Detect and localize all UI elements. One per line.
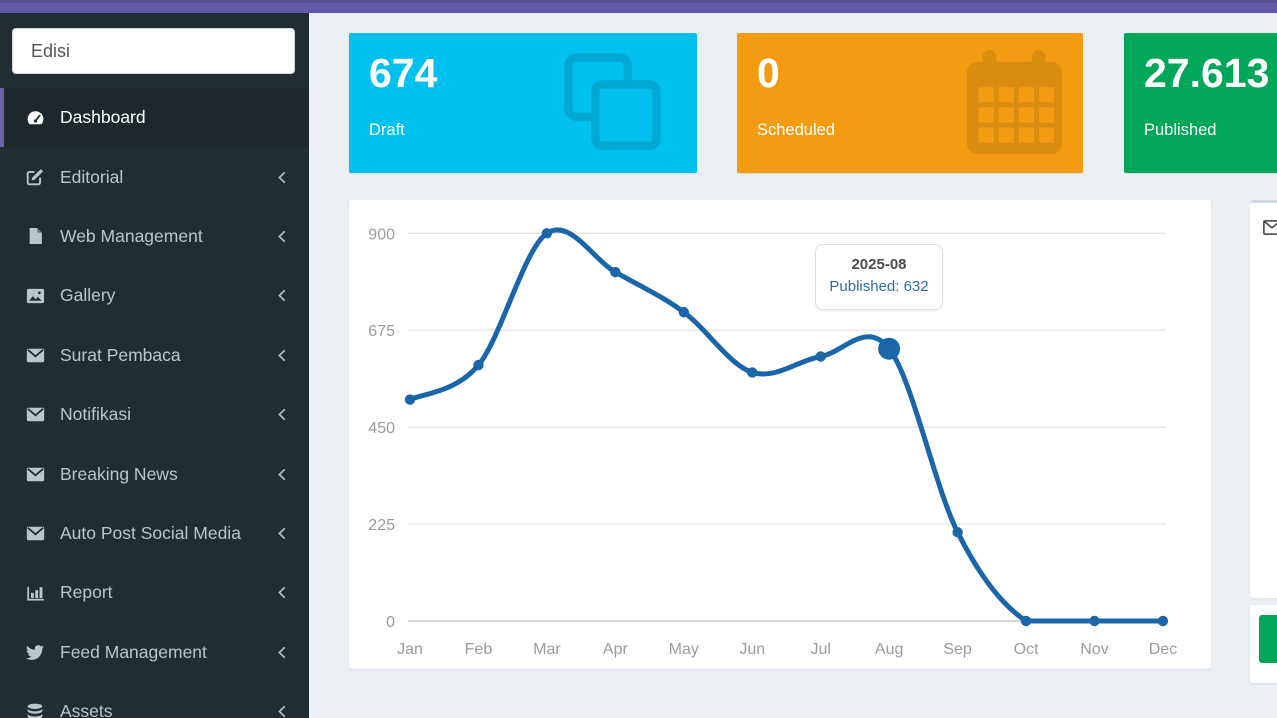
- sidebar-item-label: Auto Post Social Media: [60, 522, 241, 543]
- file-icon: [22, 227, 48, 245]
- sidebar-item-assets[interactable]: Assets: [0, 682, 309, 718]
- x-axis-tick: Oct: [1014, 641, 1039, 658]
- sidebar-item-label: Editorial: [60, 166, 124, 187]
- data-point[interactable]: [541, 228, 553, 239]
- envelope-icon: [22, 526, 48, 541]
- sidebar-item-label: Report: [60, 582, 113, 603]
- envelope-icon: [22, 407, 48, 422]
- green-action-button[interactable]: [1259, 615, 1277, 663]
- sidebar-item-label: Web Management: [60, 225, 203, 246]
- sidebar-item-editorial[interactable]: Editorial: [0, 147, 309, 206]
- database-icon: [22, 703, 48, 718]
- x-axis-tick: May: [669, 641, 699, 658]
- x-axis-tick: Jan: [397, 641, 423, 658]
- sidebar-menu: Dashboard Editorial Web Management Gallery S…: [0, 88, 309, 718]
- data-point[interactable]: [815, 351, 826, 362]
- sidebar-item-label: Surat Pembaca: [60, 344, 181, 365]
- chevron-left-icon: [275, 704, 289, 718]
- sidebar-item-surat-pembaca[interactable]: Surat Pembaca: [0, 326, 309, 385]
- data-point[interactable]: [404, 394, 416, 405]
- y-axis-tick: 675: [368, 323, 395, 340]
- x-axis-tick: Apr: [603, 641, 629, 658]
- chevron-left-icon: [275, 170, 289, 185]
- sidebar-item-breaking-news[interactable]: Breaking News: [0, 444, 309, 503]
- published-label: Published: [1144, 121, 1217, 139]
- image-icon: [22, 288, 48, 304]
- published-count: 27.613: [1144, 50, 1270, 96]
- sidebar-item-gallery[interactable]: Gallery: [0, 266, 309, 325]
- sidebar-item-label: Feed Management: [60, 641, 207, 662]
- chevron-left-icon: [275, 467, 289, 482]
- chart-tooltip-value: Published: 632: [829, 278, 929, 295]
- twitter-icon: [22, 644, 48, 660]
- data-point[interactable]: [1089, 615, 1100, 627]
- x-axis-tick: Dec: [1149, 641, 1177, 658]
- data-point[interactable]: [1157, 615, 1169, 627]
- sidebar-item-web-management[interactable]: Web Management: [0, 207, 309, 266]
- x-axis-tick: Mar: [533, 641, 561, 658]
- x-axis-tick: Jun: [739, 641, 765, 658]
- chevron-left-icon: [275, 288, 289, 303]
- sidebar-item-feed-management[interactable]: Feed Management: [0, 623, 309, 682]
- data-point[interactable]: [473, 359, 484, 371]
- chevron-left-icon: [275, 407, 289, 422]
- scheduled-count: 0: [757, 50, 780, 96]
- info-box-draft[interactable]: 674 Draft: [349, 33, 697, 173]
- x-axis-tick: Aug: [875, 641, 903, 658]
- envelope-outline-icon: [1263, 220, 1277, 235]
- chevron-left-icon: [275, 585, 289, 600]
- x-axis-tick: Jul: [810, 641, 830, 658]
- x-axis-tick: Nov: [1080, 641, 1108, 658]
- sidebar-item-auto-post-social-media[interactable]: Auto Post Social Media: [0, 504, 309, 563]
- right-bottom-panel: [1250, 605, 1277, 683]
- data-point[interactable]: [952, 527, 963, 538]
- line-chart: 0 225 450 675 900 Jan Feb Mar Apr May Jun Jul Aug Sep…: [368, 226, 1177, 658]
- envelope-icon: [22, 467, 48, 482]
- sidebar-item-dashboard[interactable]: Dashboard: [0, 88, 309, 148]
- draft-label: Draft: [369, 121, 405, 139]
- sidebar-item-label: Notifikasi: [60, 404, 131, 425]
- published-line-chart-panel: 0 225 450 675 900 Jan Feb Mar Apr May Jun Jul Aug Sep…: [349, 200, 1211, 669]
- sidebar-item-label: Assets: [60, 701, 113, 718]
- calendar-icon: [962, 46, 1068, 159]
- chevron-left-icon: [275, 526, 289, 541]
- copy-icon: [561, 47, 663, 159]
- y-axis-tick: 450: [368, 420, 395, 437]
- sidebar-item-notifikasi[interactable]: Notifikasi: [0, 385, 309, 444]
- chart-tooltip: 2025-08 Published: 632: [815, 244, 943, 310]
- x-axis-tick: Sep: [943, 641, 972, 658]
- sidebar-search-input[interactable]: [12, 28, 295, 74]
- data-point-highlighted[interactable]: [878, 337, 901, 360]
- sidebar-item-report[interactable]: Report: [0, 563, 309, 622]
- y-axis-tick: 900: [368, 226, 395, 243]
- info-box-published[interactable]: 27.613 Published: [1124, 33, 1277, 173]
- y-axis-tick: 0: [386, 614, 395, 631]
- sidebar-item-label: Breaking News: [60, 463, 178, 484]
- x-axis-tick: Feb: [465, 641, 493, 658]
- data-point[interactable]: [678, 306, 689, 318]
- draft-count: 674: [369, 50, 438, 96]
- sidebar: Dashboard Editorial Web Management Gallery S…: [0, 13, 309, 718]
- edit-icon: [22, 168, 48, 186]
- chevron-left-icon: [275, 348, 289, 363]
- right-panel: [1250, 200, 1277, 598]
- sidebar-item-label: Gallery: [60, 285, 116, 306]
- data-point[interactable]: [1020, 615, 1032, 627]
- bar-chart-icon: [22, 584, 48, 601]
- scheduled-label: Scheduled: [757, 121, 835, 139]
- info-box-scheduled[interactable]: 0 Scheduled: [737, 33, 1083, 173]
- chevron-left-icon: [275, 229, 289, 244]
- data-point[interactable]: [747, 367, 758, 378]
- envelope-icon: [22, 348, 48, 363]
- sidebar-item-label: Dashboard: [60, 107, 146, 128]
- chevron-left-icon: [275, 645, 289, 660]
- top-navbar: [0, 0, 1277, 13]
- data-point[interactable]: [610, 266, 621, 278]
- tachometer-icon: [22, 109, 48, 127]
- published-series-line: [407, 227, 1166, 624]
- chart-tooltip-title: 2025-08: [851, 256, 907, 273]
- y-axis-tick: 225: [368, 517, 395, 534]
